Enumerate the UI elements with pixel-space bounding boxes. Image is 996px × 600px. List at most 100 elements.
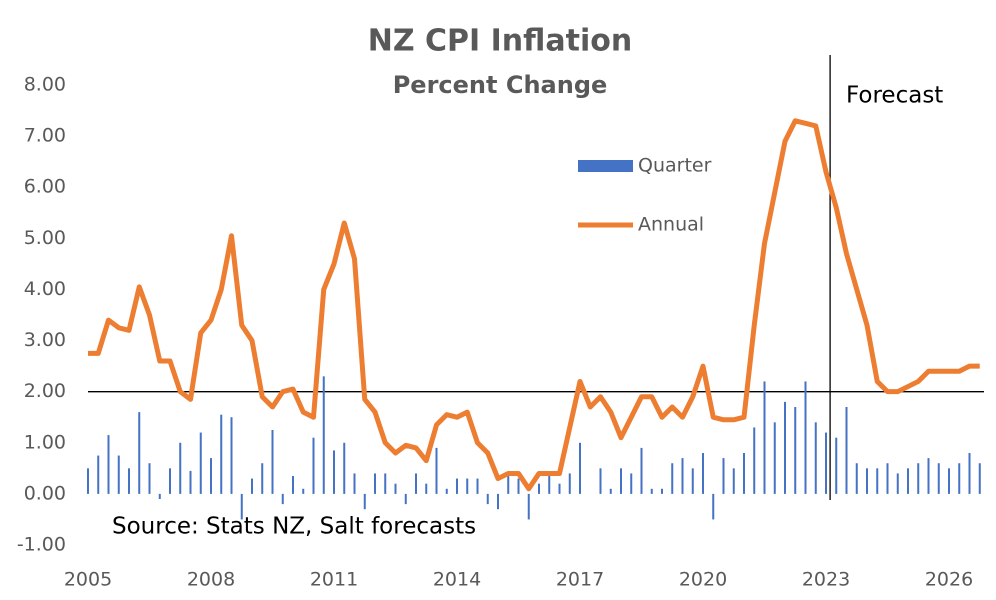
bar [650, 488, 653, 494]
bar [835, 437, 838, 494]
bar [702, 453, 704, 494]
bar [322, 376, 325, 494]
x-tick-label: 2017 [556, 569, 604, 591]
y-tick-label: 3.00 [24, 329, 66, 351]
bar [630, 473, 633, 494]
bar [517, 478, 520, 494]
bar [312, 437, 315, 494]
bar [384, 473, 387, 494]
bar [773, 422, 776, 494]
bar [958, 463, 961, 494]
y-tick-label: 5.00 [24, 227, 66, 249]
bar [486, 493, 489, 505]
bar [251, 478, 253, 494]
y-tick-label: 1.00 [24, 431, 66, 453]
bar [271, 430, 274, 494]
y-tick-label: 0.00 [24, 482, 66, 504]
bar [548, 473, 551, 494]
bar [814, 422, 817, 494]
source-note: Source: Stats NZ, Salt forecasts [112, 514, 476, 540]
bar [558, 483, 561, 494]
bar [568, 473, 571, 494]
bar [579, 442, 581, 494]
bar [497, 493, 499, 510]
bar [825, 432, 827, 494]
annual-line [88, 118, 980, 492]
x-tick-label: 2014 [433, 569, 481, 591]
bar [753, 427, 756, 494]
bar [138, 412, 141, 494]
bar [445, 488, 448, 494]
forecast-label: Forecast [846, 83, 943, 109]
bar [948, 468, 950, 494]
bar [681, 458, 684, 494]
bar [189, 470, 192, 494]
bar [538, 483, 540, 494]
bar [671, 463, 674, 494]
y-tick-label: 2.00 [24, 380, 66, 402]
bar [917, 463, 920, 494]
bar [425, 483, 428, 494]
chart-subtitle: Percent Change [393, 71, 608, 99]
bar [292, 476, 294, 494]
bar [763, 381, 766, 494]
bar [661, 488, 663, 494]
x-tick-label: 2026 [925, 569, 973, 591]
bar [620, 468, 622, 494]
bar [712, 493, 715, 520]
bar [968, 453, 971, 494]
bar [794, 407, 797, 494]
y-tick-label: 6.00 [24, 176, 66, 198]
bar [866, 468, 868, 494]
bar [527, 493, 530, 520]
bar [97, 455, 100, 494]
legend-label: Annual [638, 214, 704, 236]
bar [907, 468, 909, 494]
y-tick-label: 7.00 [24, 125, 66, 147]
legend-swatch [578, 160, 633, 172]
bar [210, 458, 212, 494]
legend-label: Quarter [638, 155, 712, 177]
bar [609, 488, 612, 494]
y-tick-label: -1.00 [17, 534, 66, 556]
bar [261, 463, 264, 494]
bar [743, 453, 745, 494]
bar [691, 468, 694, 494]
y-tick-label: 8.00 [24, 74, 66, 96]
bar [169, 468, 171, 494]
bar [363, 493, 366, 510]
x-tick-label: 2023 [802, 569, 850, 591]
bar [404, 493, 407, 505]
bar [199, 432, 202, 494]
bar [927, 458, 930, 494]
bar [507, 473, 510, 494]
bar [415, 473, 417, 494]
bar [435, 447, 438, 494]
bar [784, 401, 786, 494]
bar [281, 493, 284, 505]
x-tick-label: 2008 [187, 569, 235, 591]
bar [886, 463, 889, 494]
bar [732, 468, 735, 494]
x-tick-label: 2020 [679, 569, 727, 591]
bar [937, 463, 940, 494]
bar [107, 435, 110, 494]
bar [466, 478, 469, 494]
chart-title: NZ CPI Inflation [368, 24, 633, 59]
bar [978, 463, 981, 494]
bar [353, 473, 356, 494]
bar [876, 468, 879, 494]
bar [179, 442, 182, 494]
bar [804, 381, 807, 494]
bar [333, 450, 335, 494]
bar [148, 463, 151, 494]
bar [599, 468, 602, 494]
bar [855, 463, 858, 494]
bar [87, 468, 89, 494]
bar [158, 493, 161, 499]
bar [722, 458, 725, 494]
bar [896, 473, 899, 494]
bar [845, 407, 848, 494]
x-tick-label: 2011 [310, 569, 358, 591]
